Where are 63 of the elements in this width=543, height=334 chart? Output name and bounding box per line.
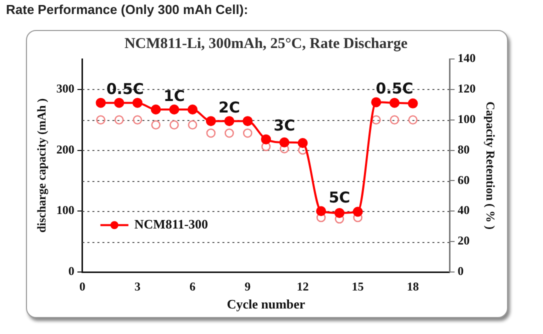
y2-axis-title: Capacity Retention ( % ) (484, 102, 498, 230)
point (298, 138, 308, 148)
point (132, 115, 142, 125)
x-tick-label: 18 (406, 279, 419, 294)
x-tick-label: 9 (244, 279, 251, 294)
chart-subtitle: NCM811-Li, 300mAh, 25°C, Rate Discharge (124, 36, 408, 52)
point (132, 98, 142, 108)
point (390, 98, 400, 108)
y2-tick-label: 80 (458, 142, 470, 156)
point (206, 116, 216, 126)
point (408, 98, 418, 108)
point (371, 97, 382, 108)
point (170, 120, 179, 130)
y2-tick-label: 60 (458, 172, 470, 187)
y2-tick-label: 0 (458, 264, 464, 278)
point (114, 115, 124, 125)
point (261, 142, 271, 152)
point (352, 206, 363, 217)
y-axis-title: discharge capacity (mAh ) (34, 98, 48, 233)
y-tick-label: 100 (56, 203, 74, 218)
point (224, 116, 234, 126)
point (96, 98, 106, 108)
point (224, 128, 234, 138)
annotation: 1C (163, 86, 185, 105)
point (114, 98, 124, 108)
x-axis-title: Cycle number (226, 296, 306, 312)
y-tick-label: 300 (56, 82, 74, 96)
annotation: 0.5C (106, 80, 144, 98)
chart-title: Rate Performance (Only 300 mAh Cell): (6, 2, 248, 17)
point (151, 120, 160, 130)
point (280, 144, 290, 154)
y-tick-label: 0 (68, 264, 74, 278)
point (242, 128, 252, 138)
annotation: 5C (328, 188, 350, 207)
x-tick-label: 3 (134, 279, 140, 294)
y2-tick-label: 100 (458, 112, 476, 126)
y-tick-label: 200 (56, 142, 74, 156)
point (408, 115, 418, 125)
x-tick-label: 12 (296, 279, 309, 294)
point (279, 137, 290, 148)
y2-tick-label: 40 (458, 203, 470, 218)
annotation: 3C (274, 116, 296, 135)
point (261, 134, 271, 144)
point (150, 104, 161, 115)
point (188, 120, 198, 130)
point (188, 104, 198, 115)
point (206, 128, 216, 138)
x-tick-label: 15 (352, 279, 364, 294)
x-tick-label: 0 (79, 279, 86, 294)
annotation: 0.5C (376, 80, 414, 98)
annotation: 2C (218, 98, 240, 116)
point (334, 208, 344, 218)
point (242, 116, 253, 126)
y2-tick-label: 20 (458, 234, 470, 248)
y2-tick-label: 140 (458, 51, 476, 66)
point (96, 115, 106, 125)
x-tick-label: 6 (190, 279, 196, 294)
y2-tick-label: 120 (458, 82, 476, 96)
point (372, 115, 381, 125)
point (316, 206, 326, 216)
point (169, 104, 180, 115)
legend-label: NCM811-300 (134, 216, 208, 232)
point (390, 115, 400, 125)
